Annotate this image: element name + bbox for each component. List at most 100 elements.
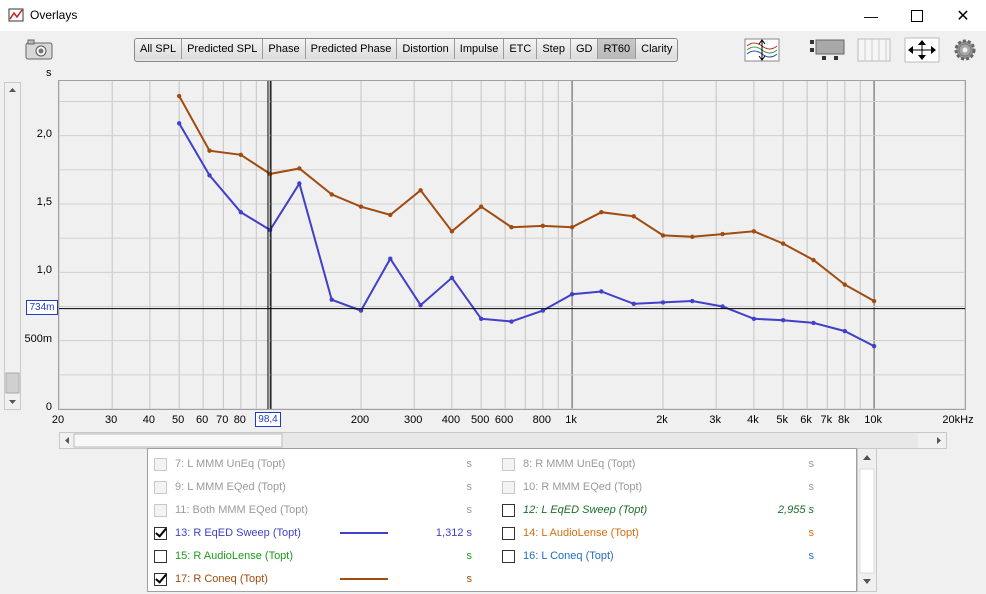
data-point <box>720 304 725 309</box>
columns-button[interactable] <box>856 36 892 64</box>
trace-checkbox[interactable] <box>502 549 515 563</box>
legend-item: 13: R EqED Sweep (Topt) 1,312 s <box>154 524 474 542</box>
legend-item: 11: Both MMM EQed (Topt) s <box>154 501 474 519</box>
x-tick-label: 300 <box>403 414 423 426</box>
scroll-down-icon <box>9 400 16 404</box>
camera-button[interactable] <box>24 37 54 61</box>
trace-label: 13: R EqED Sweep (Topt) <box>175 527 301 539</box>
x-tick-label: 3k <box>709 414 721 426</box>
data-point <box>660 233 666 238</box>
trace-label: 10: R MMM EQed (Topt) <box>523 481 643 493</box>
data-point <box>267 227 273 233</box>
x-tick-label: 10k <box>864 414 882 426</box>
trace-checkbox[interactable] <box>502 480 515 494</box>
trace-line-swatch <box>340 578 388 580</box>
tab-phase[interactable]: Phase <box>263 39 306 59</box>
trace-checkbox[interactable] <box>154 480 167 494</box>
trace-checkbox[interactable] <box>154 457 167 471</box>
horizontal-scrollbar[interactable] <box>59 432 947 449</box>
data-point <box>297 166 302 171</box>
minimize-button[interactable]: — <box>848 0 894 31</box>
data-point <box>599 289 604 294</box>
tab-predicted-spl[interactable]: Predicted SPL <box>182 39 264 59</box>
legend-item: 10: R MMM EQed (Topt) s <box>502 478 822 496</box>
data-point <box>599 210 604 215</box>
data-point <box>842 282 848 287</box>
x-tick-label: 30 <box>105 414 118 426</box>
legend-item: 15: R AudioLense (Topt) s <box>154 547 474 565</box>
trace-checkbox[interactable] <box>502 503 515 517</box>
legend-item: 12: L EqED Sweep (Topt) 2,955 s <box>502 501 822 519</box>
x-tick-label: 20kHz <box>942 414 974 426</box>
tab-clarity[interactable]: Clarity <box>636 39 678 59</box>
trace-checkbox[interactable] <box>502 526 515 540</box>
legend-item: 17: R Coneq (Topt) s <box>154 570 474 588</box>
tab-all-spl[interactable]: All SPL <box>135 39 183 59</box>
trace-checkbox[interactable] <box>154 503 167 517</box>
data-point <box>176 121 182 126</box>
trace-label: 14: L AudioLense (Topt) <box>523 527 639 539</box>
trace-value: s <box>466 504 473 516</box>
legend-scrollbar[interactable] <box>857 448 877 592</box>
trace-checkbox[interactable] <box>154 549 167 563</box>
x-tick-label: 50 <box>172 414 185 426</box>
data-point <box>329 297 334 302</box>
trace-label: 15: R AudioLense (Topt) <box>175 550 294 562</box>
tab-etc[interactable]: ETC <box>504 39 538 59</box>
overlay-traces-button[interactable] <box>744 36 780 64</box>
tab-predicted-phase[interactable]: Predicted Phase <box>305 39 398 59</box>
scroll-down-icon <box>863 579 871 584</box>
vertical-scrollbar[interactable] <box>4 82 21 410</box>
scroll-right-icon <box>937 437 941 444</box>
trace-checkbox[interactable] <box>502 457 515 471</box>
trace-line-swatch <box>340 532 388 534</box>
trace-checkbox[interactable] <box>154 572 167 586</box>
data-point <box>207 148 212 153</box>
trace-value: s <box>808 527 815 539</box>
zoom-fit-button[interactable] <box>808 36 846 64</box>
x-tick-label: 60 <box>195 414 209 426</box>
data-point <box>780 241 786 246</box>
trace-value: s <box>808 550 815 562</box>
scroll-thumb <box>73 433 283 448</box>
data-point <box>811 257 816 263</box>
data-point <box>751 316 757 321</box>
data-point <box>780 317 786 323</box>
graph-tabs: All SPL Predicted SPL Phase Predicted Phase… <box>134 38 679 62</box>
trace-label: 16: L Coneq (Topt) <box>523 550 614 562</box>
legend-item: 16: L Coneq (Topt) s <box>502 547 822 565</box>
x-tick-label: 8k <box>838 414 850 426</box>
x-tick-label: 6k <box>800 414 812 426</box>
trace-label: 9: L MMM EQed (Topt) <box>175 481 286 493</box>
tab-impulse[interactable]: Impulse <box>454 39 505 59</box>
minimize-icon: — <box>864 7 878 24</box>
data-point <box>690 298 695 304</box>
scroll-thumb <box>5 372 20 394</box>
tab-rt60[interactable]: RT60 <box>598 39 637 59</box>
close-button[interactable]: ✕ <box>940 0 986 31</box>
scroll-up-icon <box>9 88 16 92</box>
trace-checkbox[interactable] <box>154 526 167 540</box>
data-point <box>358 308 364 313</box>
tab-step[interactable]: Step <box>537 39 571 59</box>
trace-value: 1,312 s <box>435 527 472 539</box>
y-unit-label: s <box>46 67 52 79</box>
pan-button[interactable] <box>904 36 940 64</box>
x-tick-label: 20 <box>51 414 65 426</box>
tab-gd[interactable]: GD <box>570 39 599 59</box>
trace-label: 12: L EqED Sweep (Topt) <box>523 504 648 516</box>
x-tick-label: 200 <box>350 414 370 426</box>
data-point <box>871 343 877 349</box>
x-tick-label: 70 <box>216 414 229 426</box>
legend-item: 14: L AudioLense (Topt) s <box>502 524 822 542</box>
data-point <box>631 214 636 219</box>
settings-button[interactable] <box>952 36 978 64</box>
maximize-button[interactable] <box>894 0 940 31</box>
x-tick-label: 40 <box>142 414 156 426</box>
tab-distortion[interactable]: Distortion <box>397 39 455 59</box>
data-point <box>388 256 393 261</box>
x-tick-label: 80 <box>233 414 246 426</box>
trace-value: 2,955 s <box>777 504 814 516</box>
rt60-graph[interactable] <box>58 80 966 410</box>
gear-icon <box>954 39 976 61</box>
